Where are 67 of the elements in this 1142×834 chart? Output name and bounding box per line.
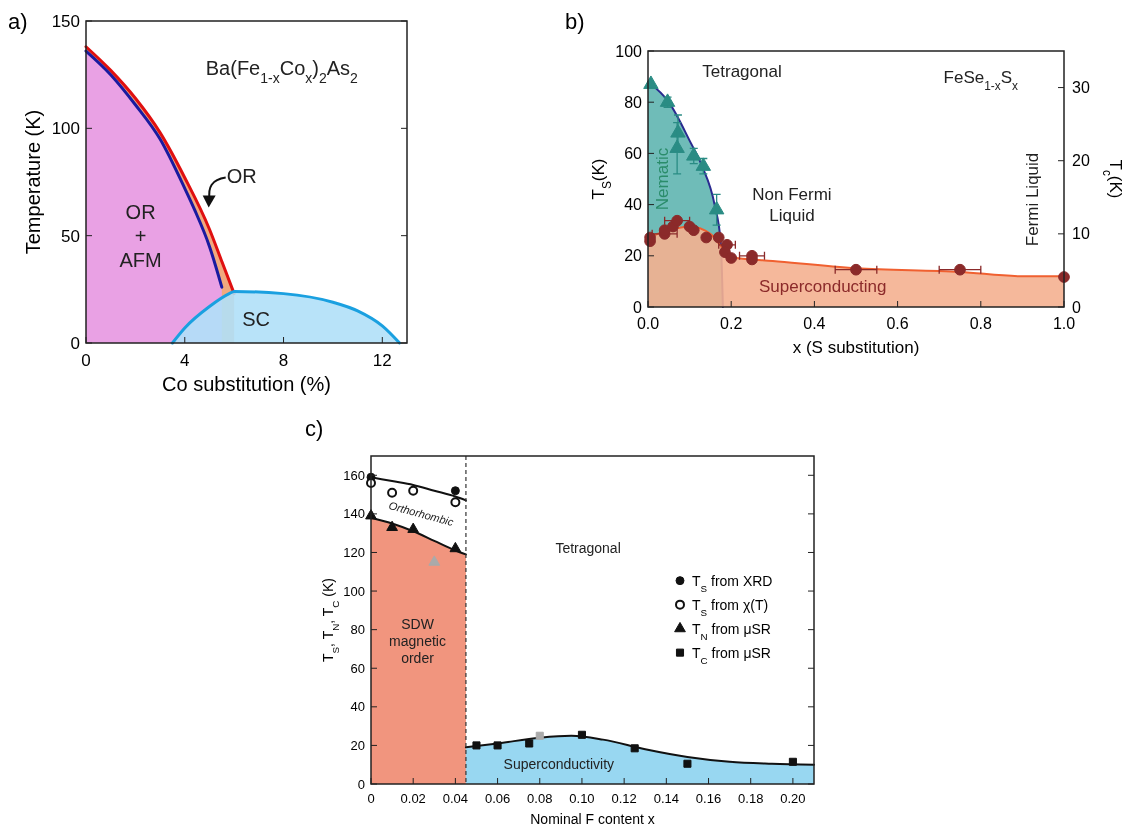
x-tick-label: 0.8: [969, 315, 993, 332]
y-tick-label: 20: [624, 247, 643, 265]
legend-label: T$_{N}$ from μSR: [692, 620, 771, 642]
y-tick-label: 80: [350, 622, 365, 638]
y-tick-label: 50: [61, 226, 80, 246]
x-tick-label: 0.02: [400, 791, 426, 806]
y-tick-label: 100: [615, 42, 643, 60]
legend-label: T$_{S}$ from XRD: [692, 572, 773, 594]
x-tick-label: 0.04: [442, 791, 469, 806]
annotation: Nematic: [653, 147, 673, 211]
y-tick-label: 100: [343, 583, 365, 599]
y-tick-label: 0: [357, 776, 365, 792]
y-tick-label: 40: [350, 699, 365, 715]
x-tick-label: 0.2: [720, 315, 743, 332]
chart-title: a): [8, 9, 28, 34]
y-tick-label: 0: [70, 333, 80, 353]
x-tick-label: 0.20: [780, 791, 806, 806]
chart-title: c): [305, 416, 324, 441]
x-tick-label: 12: [372, 351, 392, 370]
annotation: FeSe$_{1-x}$S$_{x}$: [943, 67, 1019, 93]
x-tick-label: 0.14: [653, 791, 679, 806]
annotation: Non Fermi Liquid: [752, 185, 832, 225]
annotation: SC: [242, 308, 271, 331]
annotation: OR + AFM: [119, 200, 162, 271]
y-tick-label: 100: [51, 119, 80, 139]
x-tick-label: 1.0: [1052, 315, 1076, 332]
y-tick-label: 140: [343, 506, 365, 522]
x-axis-title: x (S substitution): [792, 338, 920, 357]
y-tick-label: 40: [624, 196, 643, 214]
annotation: Ba(Fe$_{1-x}$Co$_{x}$)$_{2}$As$_{2}$: [205, 57, 359, 87]
x-tick-label: 0.16: [695, 791, 722, 806]
x-tick-label: 0: [367, 791, 375, 806]
annotation: SDW magnetic order: [389, 616, 446, 667]
x-tick-label: 0.18: [738, 791, 764, 806]
x-tick-label: 0.0: [636, 315, 660, 332]
y2-tick-label: 20: [1072, 152, 1090, 170]
y-tick-label: 160: [343, 467, 365, 483]
y2-tick-label: 30: [1072, 79, 1090, 97]
annotation: Fermi Liquid: [1022, 152, 1042, 247]
y-tick-label: 60: [350, 660, 365, 676]
x-tick-label: 0.6: [886, 315, 909, 332]
chart-title: b): [565, 9, 585, 34]
y-tick-label: 120: [343, 545, 365, 561]
legend-label: T$_{S}$ from χ(T): [692, 596, 769, 618]
annotation: Superconductivity: [503, 756, 615, 773]
x-tick-label: 0.10: [569, 791, 595, 806]
x-tick-label: 0.12: [611, 791, 637, 806]
annotation: Tetragonal: [702, 62, 782, 82]
x-tick-label: 0.4: [803, 315, 826, 332]
x-tick-label: 8: [278, 351, 289, 370]
y-tick-label: 0: [633, 298, 643, 316]
legend-label: T$_{C}$ from μSR: [692, 644, 771, 666]
y-tick-label: 150: [51, 11, 80, 31]
x-axis-title: Co substitution (%): [162, 373, 331, 395]
annotation: Tetragonal: [555, 540, 621, 557]
y-axis-title: Temperature (K): [22, 109, 44, 255]
y-tick-label: 60: [624, 145, 643, 162]
annotation: OR: [226, 164, 257, 187]
x-tick-label: 0.06: [484, 791, 511, 806]
x-axis-title: Nominal F content x: [530, 811, 655, 827]
x-tick-label: 0.08: [527, 791, 553, 806]
x-tick-label: 4: [180, 351, 190, 370]
y-tick-label: 20: [350, 737, 365, 753]
y2-tick-label: 10: [1072, 225, 1090, 243]
y-tick-label: 80: [624, 93, 643, 111]
y2-tick-label: 0: [1072, 298, 1081, 316]
annotation: Superconducting: [758, 277, 887, 297]
